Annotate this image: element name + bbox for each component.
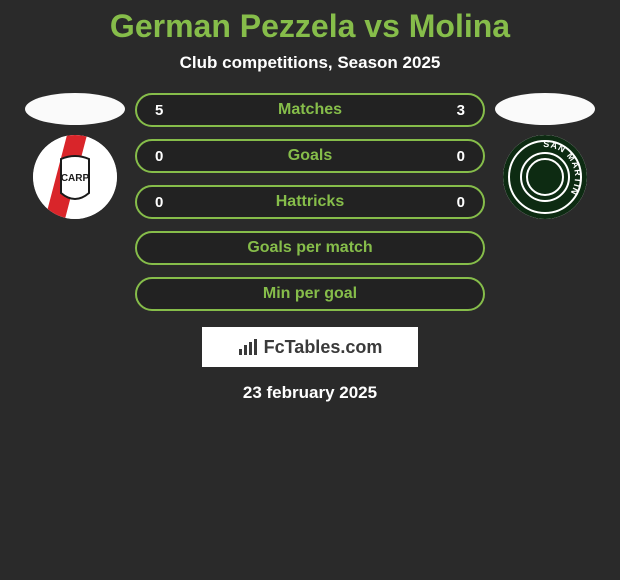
stat-label: Goals per match [185, 239, 435, 257]
river-plate-crest: CARP [33, 135, 117, 219]
left-badge-column: CARP [15, 93, 135, 219]
content-row: CARP 5 Matches 3 0 Goals 0 0 Hattricks 0… [0, 93, 620, 311]
stat-label: Matches [185, 101, 435, 119]
stat-right-value: 0 [435, 148, 465, 165]
right-ellipse-placeholder [495, 93, 595, 125]
san-martin-crest: SAN MARTIN [503, 135, 587, 219]
stat-right-value: 3 [435, 102, 465, 119]
stats-column: 5 Matches 3 0 Goals 0 0 Hattricks 0 Goal… [135, 93, 485, 311]
left-ellipse-placeholder [25, 93, 125, 125]
stat-left-value: 0 [155, 148, 185, 165]
crest-left-text: CARP [61, 173, 90, 184]
fctables-logo-text: FcTables.com [264, 337, 383, 358]
stat-row-min-per-goal: Min per goal [135, 277, 485, 311]
stat-row-goals-per-match: Goals per match [135, 231, 485, 265]
page-subtitle: Club competitions, Season 2025 [180, 53, 441, 73]
san-martin-crest-svg: SAN MARTIN [503, 135, 587, 219]
fctables-logo-box: FcTables.com [202, 327, 418, 367]
stat-row-hattricks: 0 Hattricks 0 [135, 185, 485, 219]
right-badge-column: SAN MARTIN [485, 93, 605, 219]
stat-label: Goals [185, 147, 435, 165]
stat-row-matches: 5 Matches 3 [135, 93, 485, 127]
fctables-logo: FcTables.com [238, 337, 383, 358]
stat-left-value: 0 [155, 194, 185, 211]
stat-label: Hattricks [185, 193, 435, 211]
stat-label: Min per goal [185, 285, 435, 303]
river-plate-crest-svg: CARP [33, 135, 117, 219]
stat-right-value: 0 [435, 194, 465, 211]
stat-row-goals: 0 Goals 0 [135, 139, 485, 173]
page-title: German Pezzela vs Molina [110, 8, 510, 45]
barchart-icon [238, 338, 260, 356]
date-text: 23 february 2025 [243, 383, 377, 403]
stat-left-value: 5 [155, 102, 185, 119]
